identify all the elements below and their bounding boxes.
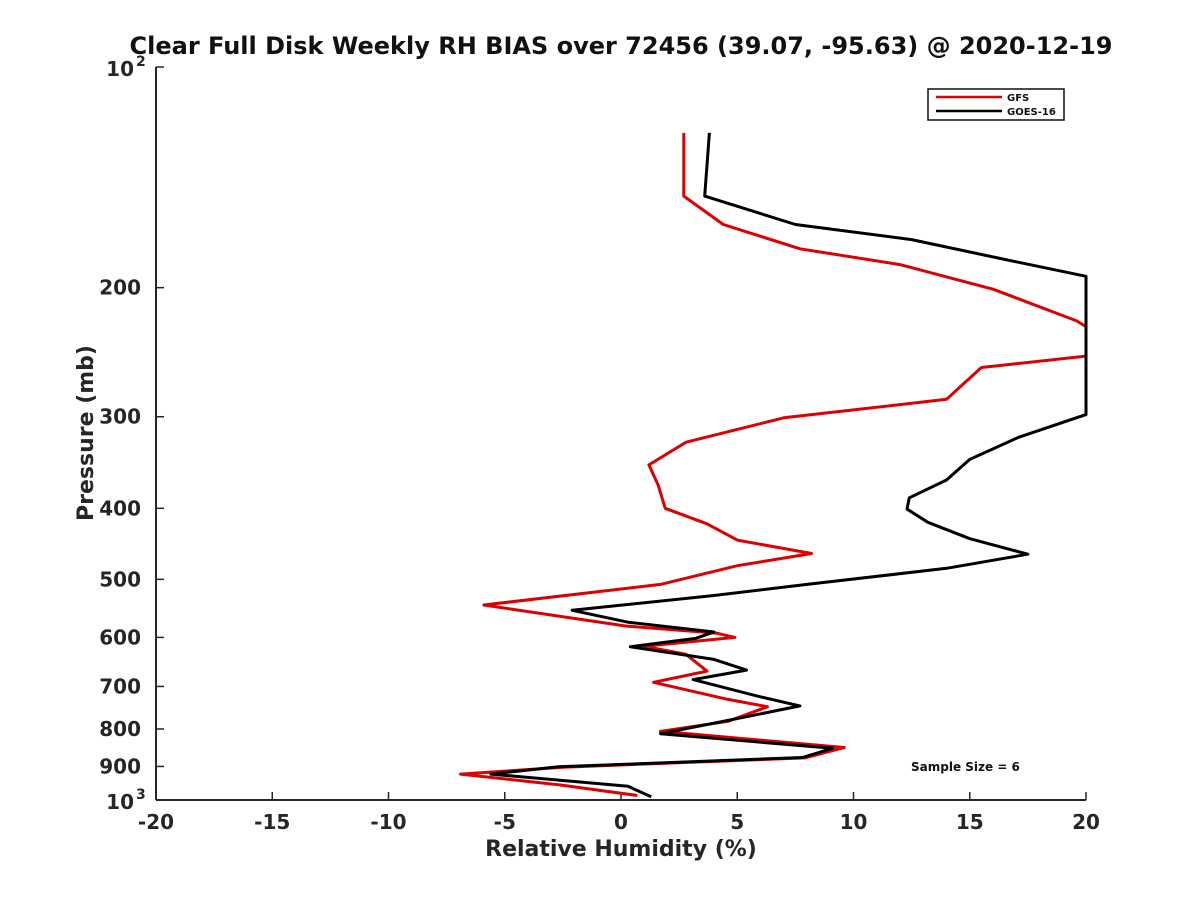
x-tick-label: -5 bbox=[494, 810, 516, 834]
x-axis-label: Relative Humidity (%) bbox=[485, 837, 757, 862]
y-tick-label: 300 bbox=[99, 405, 141, 429]
sample-size-annotation: Sample Size = 6 bbox=[911, 760, 1020, 774]
x-tick-label: -20 bbox=[138, 810, 174, 834]
series-line-goes16 bbox=[489, 132, 1088, 799]
y-top-exponent: 2 bbox=[136, 54, 146, 70]
x-tick-label: 5 bbox=[730, 810, 744, 834]
y-top-base: 10 bbox=[106, 57, 134, 81]
y-tick-label: 900 bbox=[99, 754, 141, 778]
x-tick-label: 10 bbox=[840, 810, 868, 834]
x-tick-label: 15 bbox=[956, 810, 984, 834]
y-tick-label: 600 bbox=[99, 625, 141, 649]
chart-title: Clear Full Disk Weekly RH BIAS over 7245… bbox=[130, 32, 1113, 60]
y-bottom-exponent: 3 bbox=[136, 787, 146, 803]
x-ticks: -20 -15 -10 -5 0 5 10 15 20 bbox=[138, 792, 1100, 834]
y-tick-label: 200 bbox=[99, 276, 141, 300]
y-tick-label: 800 bbox=[99, 717, 141, 741]
x-tick-label: 0 bbox=[614, 810, 628, 834]
y-tick-label: 700 bbox=[99, 674, 141, 698]
y-top-label: 10 bbox=[106, 57, 134, 81]
axes-frame bbox=[155, 67, 1086, 801]
x-tick-label: -10 bbox=[370, 810, 406, 834]
series-line-gfs bbox=[459, 132, 1088, 797]
legend: GFS GOES-16 bbox=[927, 88, 1065, 121]
series-layer bbox=[459, 132, 1088, 799]
y-ticks: 200 300 400 500 600 700 800 900 bbox=[99, 66, 164, 801]
y-tick-label: 400 bbox=[99, 496, 141, 520]
legend-label-goes16: GOES-16 bbox=[1007, 107, 1056, 118]
y-axis-label: Pressure (mb) bbox=[74, 345, 99, 521]
legend-box bbox=[927, 88, 1065, 121]
y-bottom-base: 10 bbox=[106, 790, 134, 814]
y-bottom-label: 10 bbox=[106, 790, 134, 814]
legend-label-gfs: GFS bbox=[1007, 93, 1029, 104]
x-tick-label: -15 bbox=[254, 810, 290, 834]
y-tick-label: 500 bbox=[99, 567, 141, 591]
x-tick-label: 20 bbox=[1072, 810, 1100, 834]
